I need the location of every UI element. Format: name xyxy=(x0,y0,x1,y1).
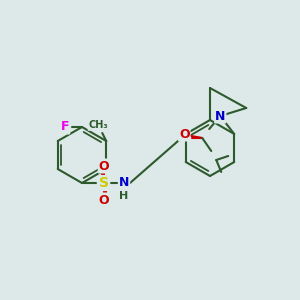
Text: N: N xyxy=(119,176,129,190)
Text: O: O xyxy=(179,128,190,140)
Text: F: F xyxy=(61,121,69,134)
Text: O: O xyxy=(99,194,109,206)
Text: H: H xyxy=(119,191,129,201)
Text: S: S xyxy=(99,176,109,190)
Text: O: O xyxy=(99,160,109,172)
Text: CH₃: CH₃ xyxy=(88,120,108,130)
Text: N: N xyxy=(215,110,225,122)
